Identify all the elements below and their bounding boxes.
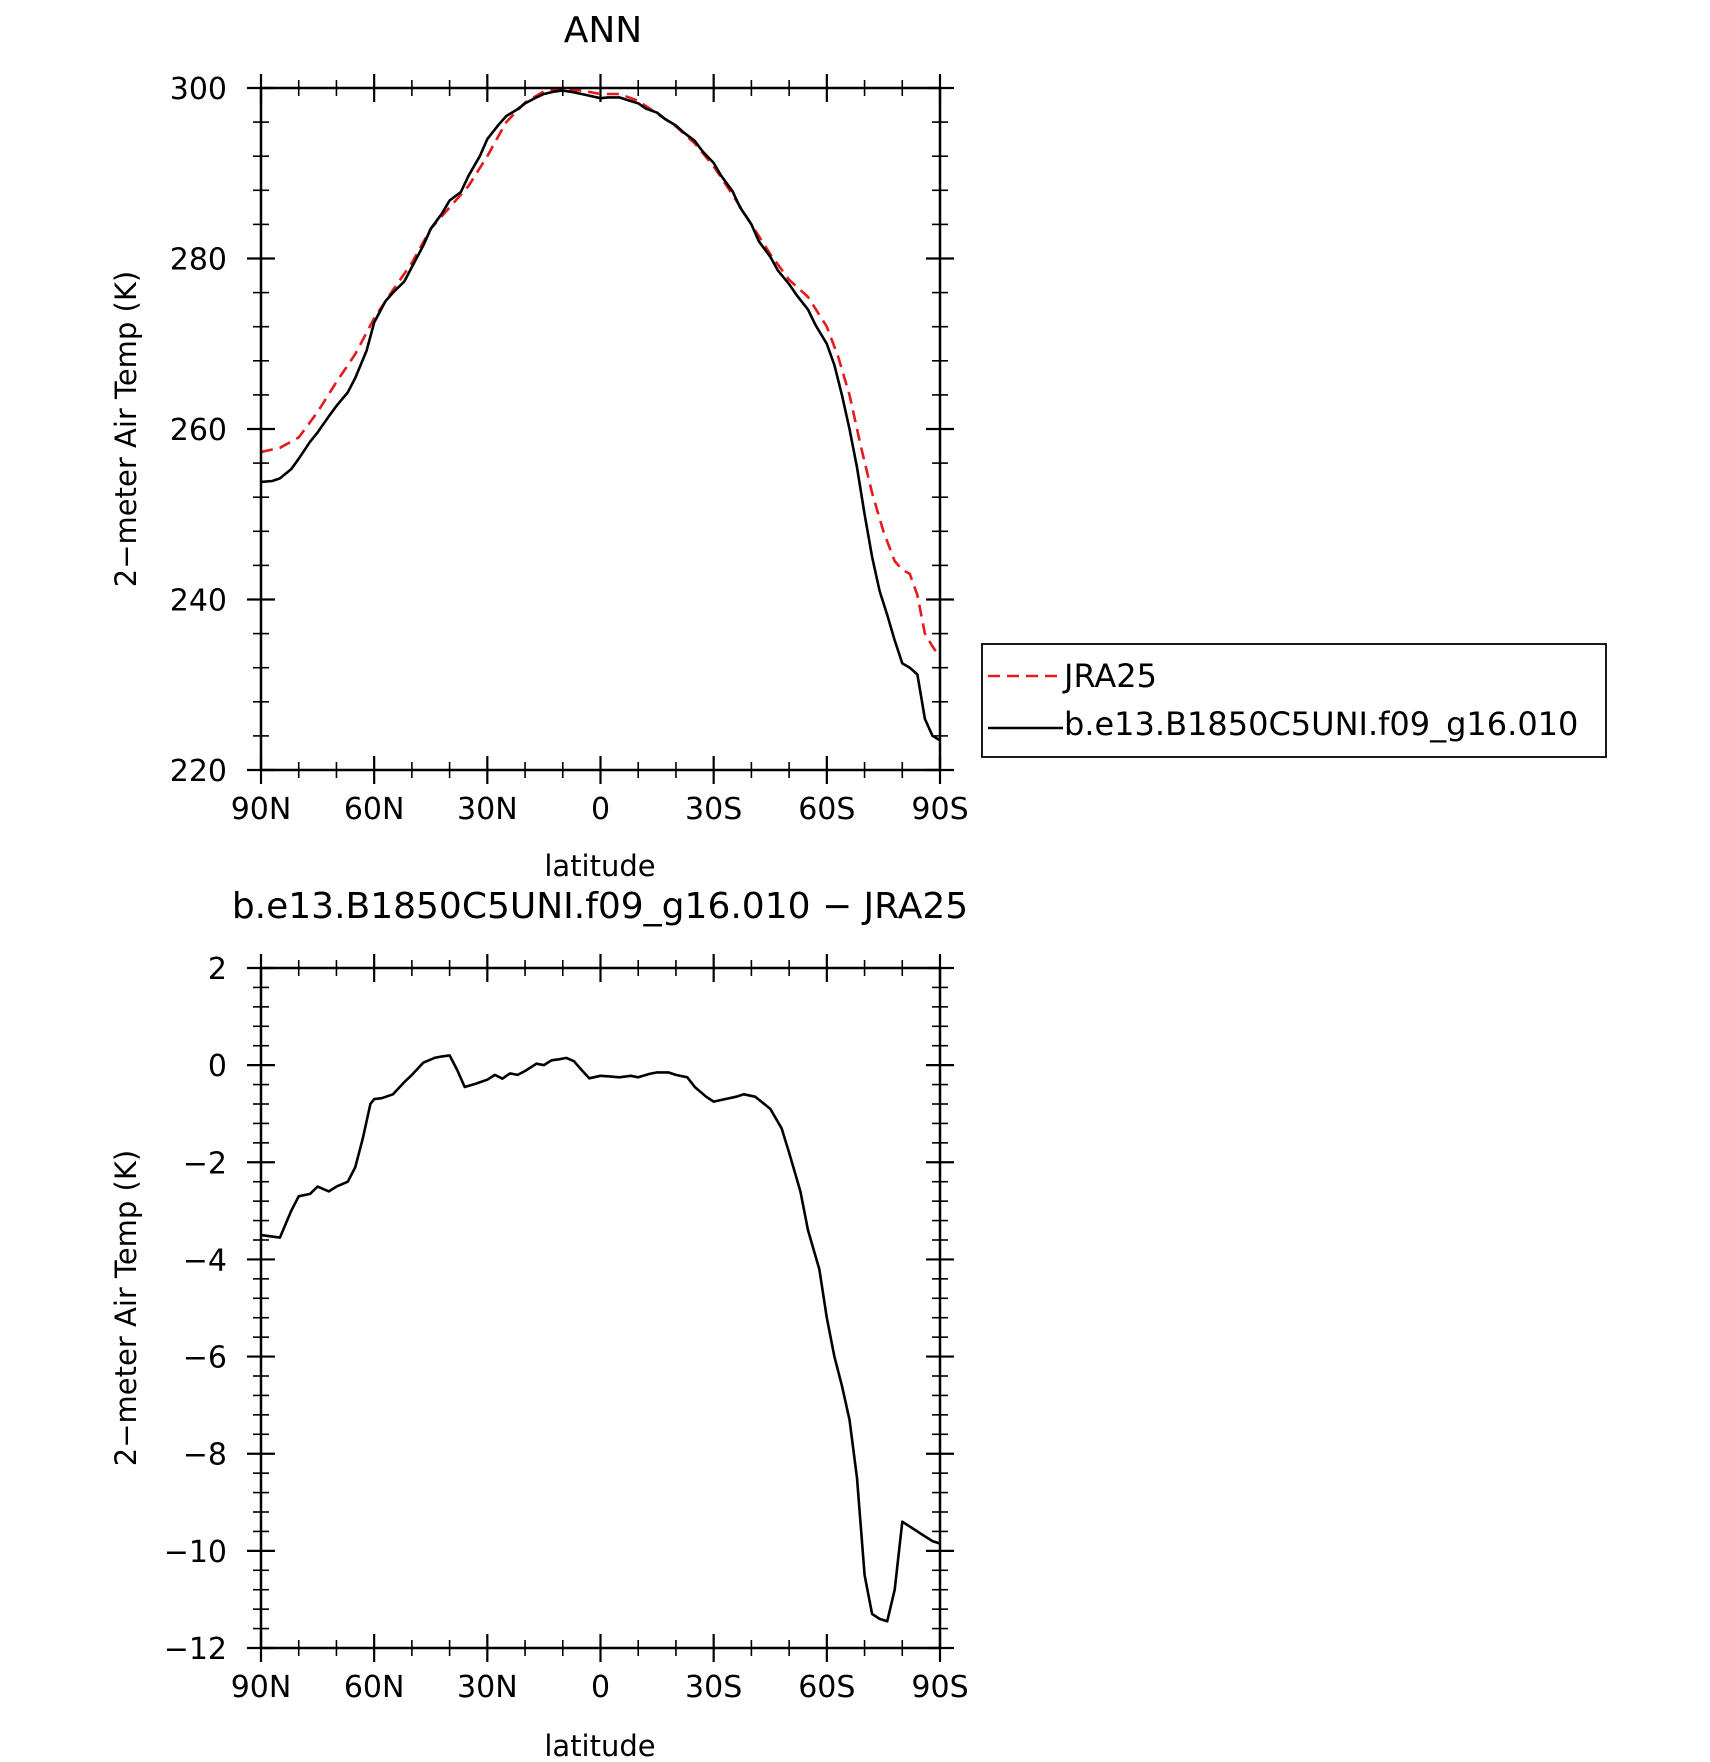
bottom-y-tick-label: −4 [183,1243,227,1278]
bottom-x-tick-label: 0 [591,1670,610,1705]
bottom-y-axis-title: 2−meter Air Temp (K) [109,1150,143,1466]
bottom-series-line-0 [260,1054,941,1623]
top-x-tick-label: 90S [911,792,968,827]
top-y-axis-title: 2−meter Air Temp (K) [109,271,143,587]
legend: JRA25 b.e13.B1850C5UNI.f09_g16.010 [981,643,1607,758]
bottom-y-tick-label: −2 [183,1146,227,1181]
bottom-panel: b.e13.B1850C5UNI.f09_g16.010 − JRA25 90N… [109,886,969,1762]
bottom-series-lines [260,1054,941,1623]
bottom-x-tick-label: 90S [911,1670,968,1705]
top-series-lines [260,87,942,742]
top-x-axis-title: latitude [544,849,655,883]
top-x-tick-label: 30S [685,792,742,827]
bottom-ticks: 90N 60N 30N 0 30S 60S 90S −12 −10 −8 −6 −4 −2 0 2 [164,952,969,1705]
top-y-tick-label: 300 [170,72,227,107]
legend-box [981,643,1607,758]
legend-model-label: b.e13.B1850C5UNI.f09_g16.010 [1064,705,1578,743]
top-panel: ANN 90N 60N 30N 0 30S 60S 90S 220 240 260 280 300 l… [109,10,969,883]
legend-jra25-label: JRA25 [1062,657,1157,695]
bottom-x-tick-label: 90N [231,1670,292,1705]
bottom-y-tick-label: −6 [183,1341,227,1376]
top-plot-frame [259,86,942,772]
bottom-y-tick-label: −12 [164,1632,227,1667]
top-chart-title: ANN [564,10,643,51]
bottom-y-tick-label: 2 [208,952,227,987]
top-y-tick-label: 260 [170,413,227,448]
bottom-x-tick-label: 30N [457,1670,518,1705]
bottom-plot-frame [259,966,942,1650]
bottom-y-tick-label: −8 [183,1438,227,1473]
bottom-chart-title: b.e13.B1850C5UNI.f09_g16.010 − JRA25 [232,886,968,927]
bottom-x-tick-label: 60S [798,1670,855,1705]
top-y-tick-label: 240 [170,584,227,619]
top-x-tick-label: 90N [231,792,292,827]
top-series-line-1 [260,89,941,742]
top-series-line-0 [260,87,942,659]
top-y-tick-label: 280 [170,243,227,278]
top-y-tick-label: 220 [170,754,227,789]
bottom-y-tick-label: 0 [208,1049,227,1084]
bottom-x-axis-title: latitude [544,1729,655,1762]
top-x-tick-label: 60N [344,792,405,827]
bottom-x-tick-label: 30S [685,1670,742,1705]
top-x-tick-label: 30N [457,792,518,827]
top-x-tick-label: 60S [798,792,855,827]
bottom-y-tick-label: −10 [164,1535,227,1570]
top-ticks: 90N 60N 30N 0 30S 60S 90S 220 240 260 280 300 [170,72,969,827]
bottom-x-tick-label: 60N [344,1670,405,1705]
top-x-tick-label: 0 [591,792,610,827]
